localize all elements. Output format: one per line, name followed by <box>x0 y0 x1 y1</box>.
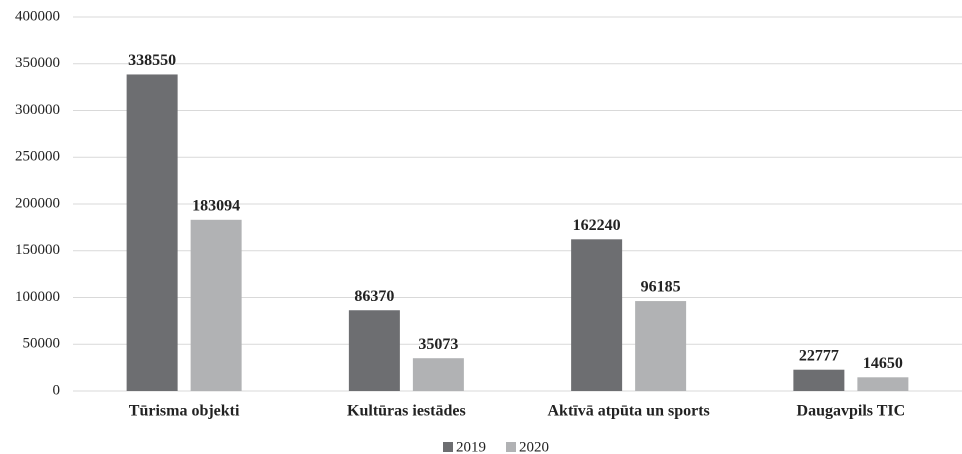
x-tick-label: Kultūras iestādes <box>347 403 466 420</box>
y-tick-label: 350000 <box>15 55 60 71</box>
y-tick-label: 300000 <box>15 102 60 118</box>
data-label: 162240 <box>573 217 621 234</box>
bar <box>793 369 845 391</box>
y-tick-label: 200000 <box>15 195 60 211</box>
bar <box>126 74 178 391</box>
legend-swatch <box>443 442 453 452</box>
bar <box>348 310 400 391</box>
data-label: 86370 <box>354 288 394 305</box>
bar <box>190 219 242 391</box>
x-tick-label: Daugavpils TIC <box>797 403 906 420</box>
y-tick-label: 150000 <box>15 242 60 258</box>
legend-swatch <box>506 442 516 452</box>
x-tick-label: Aktīvā atpūta un sports <box>547 403 709 420</box>
y-tick-label: 100000 <box>15 289 60 305</box>
data-label: 14650 <box>863 355 903 372</box>
data-label: 338550 <box>128 52 176 69</box>
x-tick-label: Tūrisma objekti <box>129 403 240 420</box>
bar <box>412 358 464 391</box>
y-tick-label: 50000 <box>23 336 61 352</box>
y-tick-label: 0 <box>53 382 61 398</box>
data-label: 35073 <box>418 336 458 353</box>
legend-label: 2019 <box>456 439 486 454</box>
legend-label: 2020 <box>519 439 549 454</box>
bar <box>571 239 623 391</box>
bar <box>635 301 687 391</box>
data-label: 96185 <box>641 279 681 296</box>
data-label: 22777 <box>799 347 839 364</box>
y-tick-label: 250000 <box>15 149 60 165</box>
bar <box>857 377 909 391</box>
y-tick-label: 400000 <box>15 8 60 24</box>
data-label: 183094 <box>192 197 240 214</box>
